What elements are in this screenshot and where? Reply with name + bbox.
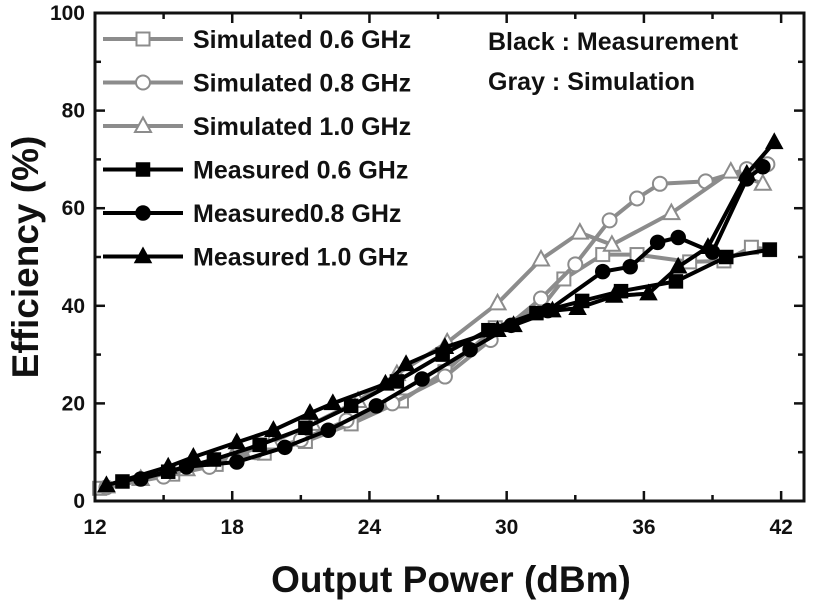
data-point (184, 447, 203, 464)
data-point (376, 373, 395, 391)
x-tick-label: 18 (221, 516, 245, 539)
legend-item: Measured 0.6 GHz (103, 157, 408, 185)
data-point (718, 249, 734, 265)
data-point (531, 248, 551, 267)
plot-series (92, 132, 784, 496)
data-point (698, 237, 718, 254)
data-point (435, 337, 455, 355)
legend-label: Simulated 0.6 GHz (193, 26, 411, 54)
data-point (264, 420, 283, 437)
data-point (414, 371, 430, 387)
y-tick-label: 80 (62, 100, 85, 123)
data-point (368, 398, 385, 414)
series-5 (97, 132, 784, 493)
legend-item: Measured 1.0 GHz (103, 244, 408, 272)
data-point (668, 274, 684, 289)
data-point (602, 234, 622, 252)
legend-marker (135, 31, 151, 47)
data-point (556, 271, 572, 287)
data-point (651, 175, 668, 192)
legend-label: Measured 1.0 GHz (193, 244, 408, 272)
legend-label: Simulated 1.0 GHz (193, 113, 411, 141)
data-point (670, 229, 686, 246)
x-tick-label: 30 (495, 516, 518, 539)
legend-label: Measured 0.6 GHz (193, 157, 408, 185)
data-point (668, 256, 688, 274)
data-point (504, 315, 523, 333)
data-point (568, 298, 587, 315)
data-point (532, 290, 549, 307)
data-point (97, 475, 116, 493)
legend-marker (133, 115, 153, 133)
data-point (323, 393, 343, 411)
y-tick-label: 60 (62, 197, 85, 220)
data-point (300, 403, 320, 420)
legend-marker (135, 162, 151, 177)
x-axis-title: Output Power (dBm) (271, 559, 631, 600)
y-tick-label: 100 (50, 2, 85, 25)
x-tick-label: 24 (358, 516, 382, 539)
axis-ticks (93, 11, 804, 503)
data-point (764, 132, 784, 150)
data-point (737, 163, 757, 181)
legend-item: Simulated 0.8 GHz (103, 70, 411, 98)
data-point (158, 456, 178, 474)
legend-marker (135, 205, 151, 221)
data-point (753, 173, 773, 191)
legend-label: Simulated 0.8 GHz (193, 70, 411, 98)
data-point (629, 190, 646, 207)
legend-marker (135, 74, 151, 91)
data-point (436, 368, 453, 385)
data-point (649, 234, 666, 251)
tick-labels: 12 18 24 30 36 42 0 20 40 60 80 100 (50, 2, 793, 539)
y-tick-label: 0 (73, 490, 85, 513)
legend-marker (133, 246, 153, 264)
legend: Simulated 0.6 GHz Simulated 0.8 GHz Simula… (103, 26, 411, 272)
y-axis-title: Efficiency (%) (5, 136, 46, 379)
data-point (567, 256, 584, 273)
data-point (462, 341, 478, 358)
legend-item: Simulated 0.6 GHz (103, 26, 411, 54)
legend-label: Measured0.8 GHz (193, 200, 401, 228)
x-tick-label: 12 (83, 516, 106, 539)
data-point (488, 320, 507, 337)
data-point (755, 158, 771, 175)
data-point (622, 259, 638, 275)
data-point (661, 202, 682, 221)
data-point (298, 420, 313, 436)
data-point (320, 422, 337, 438)
x-tick-label: 42 (769, 516, 792, 539)
data-point (594, 263, 611, 280)
data-point (543, 300, 562, 318)
y-tick-label: 20 (62, 392, 85, 415)
data-point (487, 292, 508, 311)
data-point (721, 161, 741, 179)
data-point (639, 283, 658, 301)
data-point (570, 222, 590, 240)
y-tick-label: 40 (62, 295, 85, 318)
data-point (277, 439, 293, 456)
data-point (227, 432, 247, 450)
data-point (604, 285, 624, 303)
legend-item: Measured0.8 GHz (103, 200, 401, 228)
x-tick-label: 36 (632, 516, 655, 539)
data-point (762, 242, 777, 257)
annotation-black-measurement: Black : Measurement (488, 28, 739, 56)
legend-item: Simulated 1.0 GHz (103, 113, 411, 141)
data-point (229, 454, 245, 470)
data-point (343, 398, 359, 414)
annotation-gray-simulation: Gray : Simulation (488, 68, 695, 96)
data-point (601, 212, 618, 229)
data-point (252, 437, 267, 453)
data-point (396, 354, 416, 372)
